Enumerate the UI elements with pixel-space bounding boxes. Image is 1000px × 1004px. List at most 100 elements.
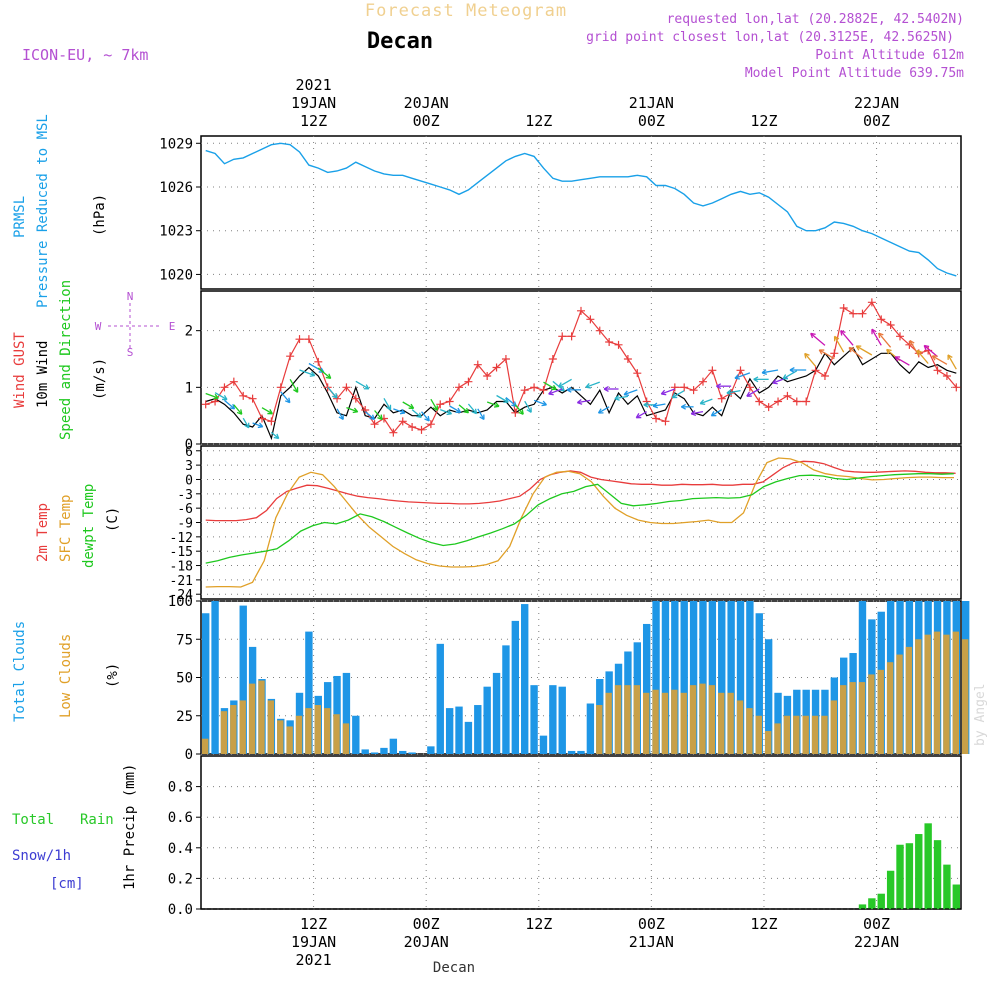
pressure-panel: 1020 1023 1026 1029 xyxy=(159,135,962,290)
low-clouds-label: Low Clouds xyxy=(58,634,74,718)
wind-arrow-head xyxy=(680,403,686,410)
wind-arrow-head xyxy=(479,414,485,421)
wind-arrow-head xyxy=(332,393,338,399)
total-cloud-bar xyxy=(464,721,473,754)
total-cloud-bar xyxy=(661,601,670,754)
total-cloud-bar xyxy=(305,631,313,754)
wind-arrow xyxy=(261,407,273,415)
wind-arrow-head xyxy=(726,389,732,396)
pressure-ytick-label: 1026 xyxy=(159,180,193,196)
wind-arrow-head xyxy=(284,397,291,404)
wind-arrow-head xyxy=(782,374,789,380)
total-cloud-bar xyxy=(549,685,557,754)
low-cloud-bar xyxy=(783,715,791,754)
top-time-label: 19JAN xyxy=(291,94,336,112)
gust-marker xyxy=(370,420,379,429)
wind-arrow-head xyxy=(804,352,810,359)
gust-marker xyxy=(802,397,811,406)
total-cloud-bar xyxy=(858,601,867,754)
gust-marker xyxy=(595,326,604,335)
bottom-time-label: 12Z xyxy=(300,915,327,933)
wind-arrow-head xyxy=(416,412,422,419)
wind-arrow-head xyxy=(848,346,855,353)
low-cloud-bar xyxy=(840,685,847,754)
gust-marker xyxy=(858,309,867,318)
wind-arrow-head xyxy=(432,405,438,411)
temp-ytick-label: -24 xyxy=(170,588,194,603)
wind-arrow xyxy=(548,388,563,395)
wind-arrow-head xyxy=(699,399,706,405)
total-cloud-bar xyxy=(445,708,454,754)
gust-marker xyxy=(774,397,783,406)
top-time-label: 00Z xyxy=(413,112,440,130)
low-cloud-bar xyxy=(689,685,697,754)
total-cloud-bar xyxy=(436,643,444,754)
wind-arrow-head xyxy=(871,328,877,335)
top-time-label: 12Z xyxy=(750,112,777,130)
wind-arrow-head xyxy=(493,402,500,408)
gust-marker xyxy=(501,355,510,363)
wind-arrow-head xyxy=(576,398,583,405)
low-cloud-bar xyxy=(624,685,631,754)
total-cloud-bar xyxy=(577,750,585,754)
wind-arrow xyxy=(577,399,591,404)
wind-arrow xyxy=(496,394,509,403)
pressure-line xyxy=(205,142,957,277)
pressure-reduced-label: Pressure Reduced to MSL xyxy=(35,114,51,308)
gust-marker xyxy=(783,391,792,400)
wind-arrow-head xyxy=(548,389,554,396)
wind-arrow-head xyxy=(716,383,722,390)
dewpt-temp-label: dewpt Temp xyxy=(81,484,97,568)
wind-arrow-head xyxy=(424,415,430,422)
wind-arrow-head xyxy=(471,408,478,415)
gust-marker xyxy=(670,383,679,392)
gust-marker xyxy=(314,357,323,366)
temp-ytick-label: 6 xyxy=(185,445,193,460)
low-cloud-bar xyxy=(699,683,706,754)
point-altitude: Point Altitude 612m xyxy=(815,48,964,63)
gust-marker xyxy=(820,372,829,380)
total-cloud-bar xyxy=(671,601,679,754)
wind-arrow xyxy=(671,390,685,399)
total-cloud-bar xyxy=(567,750,576,754)
low-cloud-bar xyxy=(323,708,331,754)
wind-arrow-head xyxy=(455,407,462,413)
wind-ytick-label: 2 xyxy=(185,324,193,340)
temp-ytick-label: 3 xyxy=(185,459,193,474)
low-cloud-bar xyxy=(258,680,265,754)
low-cloud-bar xyxy=(596,705,603,754)
low-cloud-bar xyxy=(277,720,284,754)
low-cloud-bar xyxy=(915,639,922,754)
gust-marker xyxy=(839,304,848,312)
wind-arrow-head xyxy=(385,404,392,411)
top-time-label: 2021 xyxy=(296,76,332,94)
wind-arrow xyxy=(383,398,392,411)
total-cloud-bar xyxy=(211,601,219,754)
requested-coords: requested lon,lat (20.2882E, 42.5402N) xyxy=(667,12,964,27)
total-cloud-bar xyxy=(558,686,566,754)
wind-arrow-head xyxy=(213,393,219,400)
low-cloud-bar xyxy=(811,715,819,754)
top-time-label: 12Z xyxy=(525,112,552,130)
gust-marker xyxy=(304,335,313,344)
low-cloud-bar xyxy=(718,692,725,754)
wind-frame xyxy=(200,290,962,445)
wind-arrow xyxy=(233,404,243,415)
wind-arrow xyxy=(252,422,263,428)
wind-arrow xyxy=(524,400,532,413)
low-cloud-bar xyxy=(943,634,950,754)
temp-ytick-label: -3 xyxy=(177,488,193,503)
wind-arrow-head xyxy=(855,345,862,351)
low-cloud-bar xyxy=(295,715,303,754)
compass-west: W xyxy=(95,320,102,333)
wind-arrow-head xyxy=(833,335,840,342)
compass-rose: N S W E xyxy=(95,290,176,359)
top-time-label: 21JAN xyxy=(629,94,674,112)
gust-marker xyxy=(342,383,351,392)
temp-dew-line xyxy=(205,473,954,564)
forecast-meteogram-title: Forecast Meteogram xyxy=(365,1,567,21)
wind-arrow-head xyxy=(643,401,649,408)
top-time-label: 00Z xyxy=(638,112,665,130)
temp-ytick-label: 0 xyxy=(185,473,193,488)
gust-marker xyxy=(698,377,707,386)
